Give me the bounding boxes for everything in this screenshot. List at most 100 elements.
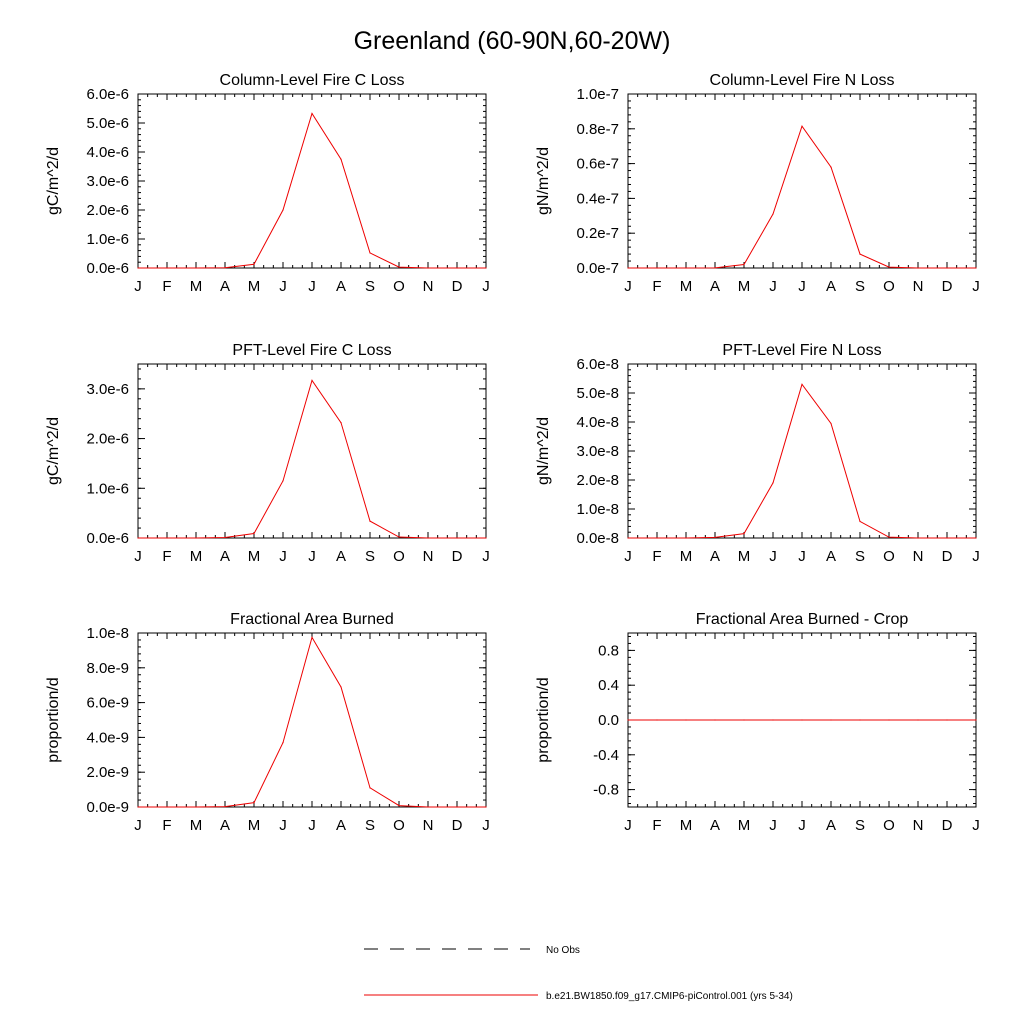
- x-tick-label: A: [336, 278, 346, 295]
- x-tick-label: A: [336, 817, 346, 834]
- x-tick-label: J: [134, 548, 142, 565]
- y-axis-label: gC/m^2/d: [45, 417, 62, 485]
- y-tick-label: 0.0e-8: [576, 530, 619, 547]
- data-point: [282, 480, 284, 482]
- y-tick-label: 1.0e-6: [86, 480, 129, 497]
- x-tick-label: M: [190, 548, 203, 565]
- data-point: [311, 112, 313, 115]
- x-tick-label: M: [738, 278, 751, 295]
- data-point: [195, 806, 197, 808]
- x-tick-label: O: [393, 548, 405, 565]
- x-tick-label: N: [913, 278, 924, 295]
- x-tick-label: A: [826, 278, 836, 295]
- data-point: [311, 379, 313, 382]
- y-tick-label: 5.0e-6: [86, 115, 129, 132]
- x-tick-label: A: [710, 817, 720, 834]
- data-point: [772, 213, 774, 215]
- y-tick-label: -0.8: [593, 782, 619, 799]
- data-point: [627, 267, 629, 269]
- y-tick-label: 0.2e-7: [576, 225, 619, 242]
- y-tick-label: 0.0e-7: [576, 260, 619, 277]
- x-tick-label: N: [913, 817, 924, 834]
- x-tick-label: A: [826, 548, 836, 565]
- data-point: [656, 537, 658, 539]
- data-point: [456, 537, 458, 539]
- y-tick-label: -0.4: [593, 747, 619, 764]
- y-tick-label: 0.0e-6: [86, 530, 129, 547]
- x-tick-label: D: [942, 817, 953, 834]
- x-tick-label: J: [279, 278, 287, 295]
- data-point: [282, 209, 284, 211]
- y-tick-label: 0.8e-7: [576, 121, 619, 138]
- data-point: [743, 719, 745, 721]
- data-point: [195, 267, 197, 269]
- x-tick-label: J: [308, 278, 316, 295]
- x-tick-label: A: [220, 548, 230, 565]
- x-tick-label: M: [248, 548, 261, 565]
- data-point: [946, 267, 948, 269]
- data-point: [859, 253, 861, 255]
- x-tick-label: A: [220, 817, 230, 834]
- data-point: [888, 266, 890, 268]
- x-tick-label: M: [248, 817, 261, 834]
- x-tick-label: J: [798, 817, 806, 834]
- x-tick-label: J: [308, 817, 316, 834]
- data-point: [456, 806, 458, 808]
- data-point: [340, 686, 342, 688]
- series-line: [628, 383, 976, 539]
- y-tick-label: 2.0e-6: [86, 202, 129, 219]
- panel-title: Fractional Area Burned: [230, 611, 394, 628]
- x-tick-label: M: [248, 278, 261, 295]
- data-point: [714, 267, 716, 269]
- x-tick-label: M: [680, 548, 693, 565]
- data-point: [253, 263, 255, 265]
- x-tick-label: D: [452, 548, 463, 565]
- y-tick-label: 3.0e-8: [576, 443, 619, 460]
- y-tick-label: 0.4e-7: [576, 190, 619, 207]
- series-line: [628, 125, 976, 269]
- series-line: [138, 636, 486, 808]
- x-tick-label: N: [423, 817, 434, 834]
- x-tick-label: A: [710, 278, 720, 295]
- x-tick-label: O: [393, 817, 405, 834]
- data-point: [340, 158, 342, 160]
- page-title: Greenland (60-90N,60-20W): [354, 27, 671, 55]
- x-tick-label: N: [913, 548, 924, 565]
- x-tick-label: D: [942, 548, 953, 565]
- data-point: [253, 532, 255, 535]
- data-point: [656, 267, 658, 269]
- y-tick-label: 0.0e-6: [86, 260, 129, 277]
- y-axis-label: gN/m^2/d: [535, 417, 552, 485]
- x-tick-label: J: [624, 548, 632, 565]
- x-tick-label: J: [769, 548, 777, 565]
- y-axis-label: gN/m^2/d: [535, 147, 552, 215]
- x-tick-label: F: [652, 548, 661, 565]
- x-tick-label: O: [883, 278, 895, 295]
- data-point: [772, 719, 774, 721]
- y-tick-label: 4.0e-6: [86, 144, 129, 161]
- data-point: [369, 520, 371, 522]
- y-tick-label: 6.0e-6: [86, 86, 129, 103]
- data-point: [801, 125, 803, 127]
- x-tick-label: J: [624, 278, 632, 295]
- y-tick-label: 0.0: [598, 712, 619, 729]
- x-tick-label: D: [942, 278, 953, 295]
- x-tick-label: A: [826, 817, 836, 834]
- y-axis-label: proportion/d: [45, 677, 62, 762]
- data-point: [743, 263, 745, 266]
- data-point: [830, 422, 832, 425]
- x-tick-label: J: [624, 817, 632, 834]
- x-tick-label: J: [482, 548, 490, 565]
- data-point: [224, 536, 226, 539]
- x-tick-label: J: [482, 817, 490, 834]
- x-tick-label: F: [162, 548, 171, 565]
- data-point: [917, 267, 919, 269]
- x-tick-label: J: [972, 278, 980, 295]
- data-point: [627, 537, 629, 539]
- x-tick-label: M: [680, 817, 693, 834]
- data-point: [224, 267, 226, 269]
- x-tick-label: M: [680, 278, 693, 295]
